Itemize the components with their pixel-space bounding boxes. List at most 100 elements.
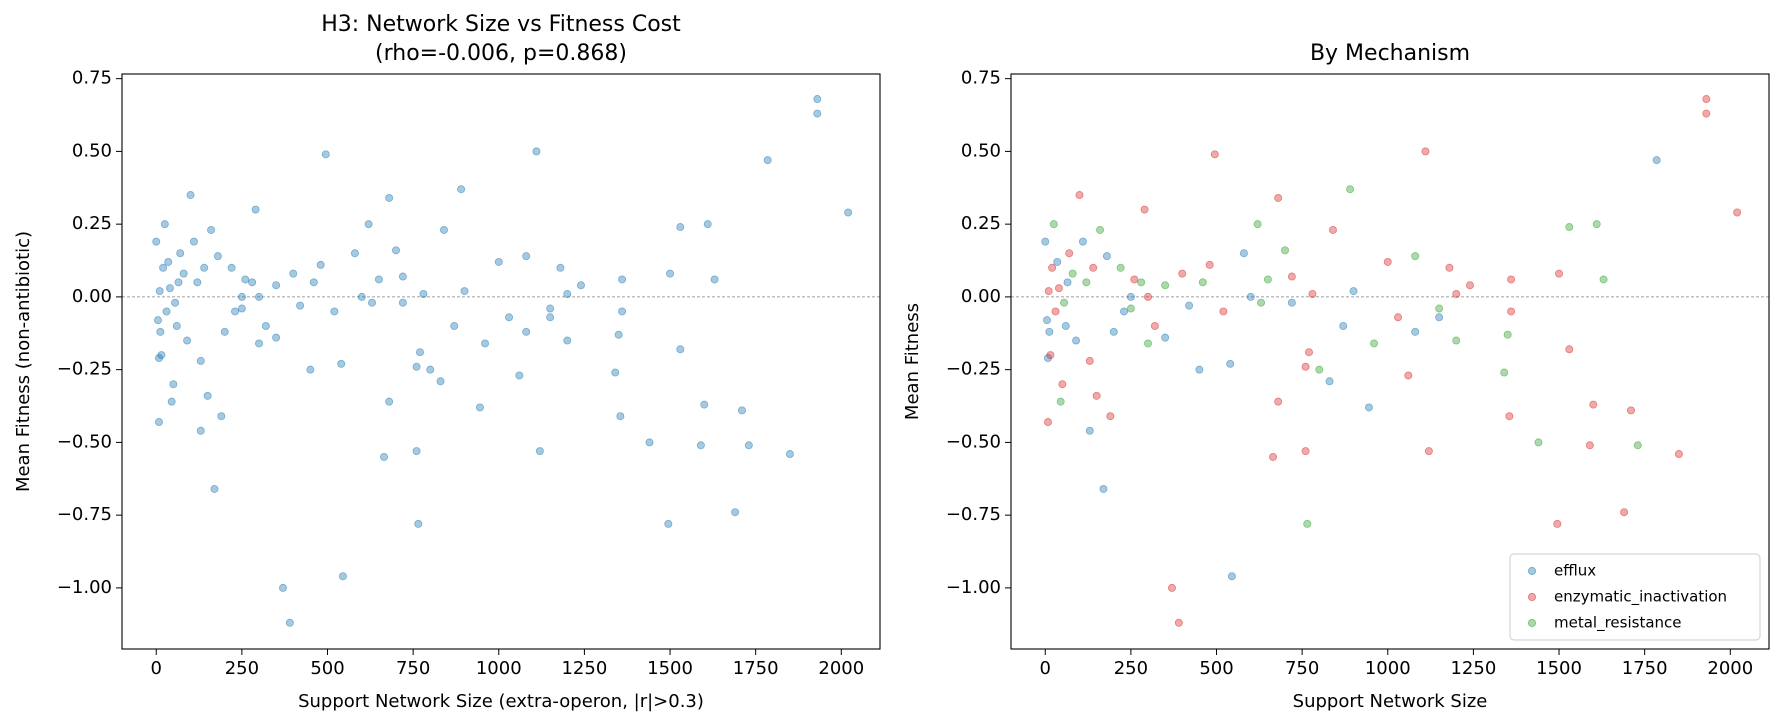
data-point (398, 298, 407, 307)
data-point (813, 109, 822, 118)
data-point (156, 327, 165, 336)
data-point (174, 278, 183, 287)
data-point (337, 359, 346, 368)
data-point (272, 333, 281, 342)
data-point (1394, 313, 1403, 322)
y-axis-label: Mean Fitness (902, 303, 923, 420)
data-point (1120, 307, 1129, 316)
data-point (563, 336, 572, 345)
data-point (1452, 336, 1461, 345)
data-point (614, 330, 623, 339)
data-point (1257, 298, 1266, 307)
x-tick-label: 1250 (561, 658, 607, 679)
data-point (278, 583, 287, 592)
data-point (1364, 403, 1373, 412)
data-point (1325, 377, 1334, 386)
data-point (696, 441, 705, 450)
data-point (1274, 397, 1283, 406)
y-tick-label: −0.25 (946, 359, 1001, 380)
data-point (248, 278, 257, 287)
data-point (1227, 572, 1236, 581)
data-point (1274, 193, 1283, 202)
x-tick-label: 500 (310, 658, 344, 679)
plot-frame (121, 73, 881, 650)
data-point (645, 438, 654, 447)
data-point (460, 287, 469, 296)
data-point (186, 191, 195, 200)
data-point (611, 368, 620, 377)
data-point (1046, 351, 1055, 360)
data-point (414, 519, 423, 528)
data-point (439, 225, 448, 234)
data-point (1507, 307, 1516, 316)
chart-subtitle: (rho=-0.006, p=0.868) (375, 41, 627, 66)
data-point (261, 321, 270, 330)
chart-title: H3: Network Size vs Fitness Cost (321, 12, 681, 37)
data-point (1435, 304, 1444, 313)
data-point (1346, 185, 1355, 194)
data-point (1315, 365, 1324, 374)
data-point (1219, 307, 1228, 316)
data-point (1328, 225, 1337, 234)
data-point (251, 205, 260, 214)
data-point (1592, 220, 1601, 229)
data-point (1411, 327, 1420, 336)
data-point (1049, 220, 1058, 229)
data-point (1102, 252, 1111, 261)
data-point (1205, 260, 1214, 269)
data-point (515, 371, 524, 380)
data-point (321, 150, 330, 159)
data-point (1078, 237, 1087, 246)
data-point (1126, 292, 1135, 301)
data-point (368, 298, 377, 307)
data-point (380, 452, 389, 461)
y-tick-label: −1.00 (57, 577, 112, 598)
data-point (1096, 225, 1105, 234)
data-point (157, 351, 166, 360)
y-axis-label: Mean Fitness (non-antibiotic) (13, 231, 34, 492)
data-point (1465, 281, 1474, 290)
x-tick-label: 250 (225, 658, 259, 679)
data-point (1085, 426, 1094, 435)
data-point (296, 301, 305, 310)
x-tick-label: 750 (1285, 658, 1319, 679)
data-point (306, 365, 315, 374)
data-point (618, 275, 627, 284)
data-point (241, 275, 250, 284)
data-point (1263, 275, 1272, 284)
data-point (154, 418, 163, 427)
data-point (357, 292, 366, 301)
data-point (1585, 441, 1594, 450)
data-point (1085, 356, 1094, 365)
data-point (392, 246, 401, 255)
x-tick-label: 250 (1114, 658, 1148, 679)
y-tick-label: 0.50 (961, 140, 1001, 161)
data-point (813, 95, 822, 104)
data-point (1144, 292, 1153, 301)
x-tick-label: 0 (151, 658, 162, 679)
y-tick-label: 0.00 (72, 286, 112, 307)
y-tick-label: 0.75 (961, 68, 1001, 89)
data-point (309, 278, 318, 287)
data-point (1287, 298, 1296, 307)
data-point (189, 237, 198, 246)
data-point (1301, 362, 1310, 371)
data-point (1626, 406, 1635, 415)
data-point (1075, 191, 1084, 200)
data-point (200, 263, 209, 272)
data-point (164, 257, 173, 266)
data-point (1048, 263, 1057, 272)
data-point (1161, 281, 1170, 290)
data-point (1500, 368, 1509, 377)
data-point (1304, 348, 1313, 357)
data-point (1287, 272, 1296, 281)
data-point (426, 365, 435, 374)
data-point (1185, 301, 1194, 310)
data-point (1674, 450, 1683, 459)
data-point (737, 406, 746, 415)
data-point (1082, 278, 1091, 287)
data-point (193, 278, 202, 287)
data-point (1065, 249, 1074, 258)
data-point (1733, 208, 1742, 217)
data-point (155, 287, 164, 296)
